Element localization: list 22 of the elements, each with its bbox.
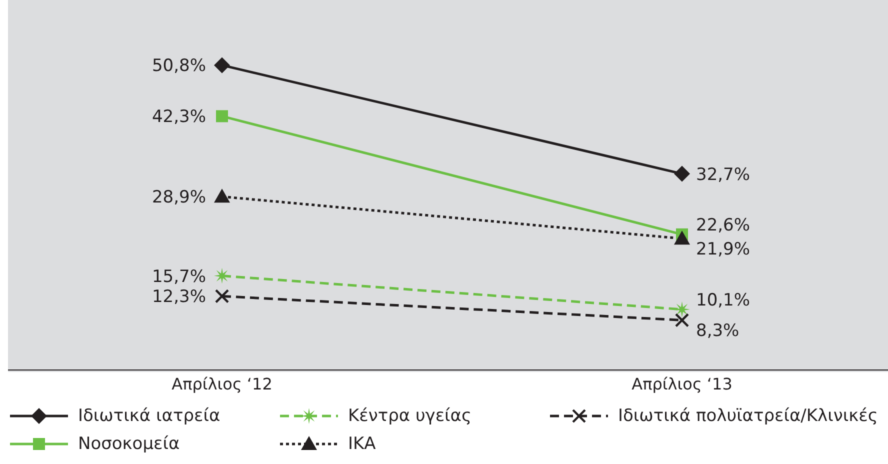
legend-label: Ιδιωτικά πολυϊατρεία/Κλινικές [618, 406, 878, 426]
x-tick-label: Απρίλιος ‘13 [632, 374, 732, 394]
data-label: 15,7% [152, 266, 206, 287]
legend-label: ΙΚΑ [348, 434, 376, 454]
x-tick-label: Απρίλιος ‘12 [172, 374, 272, 394]
data-label: 32,7% [696, 164, 750, 185]
data-label: 50,8% [152, 56, 206, 76]
point [214, 57, 230, 74]
data-label: 8,3% [696, 321, 740, 342]
point [674, 166, 690, 182]
data-label: 21,9% [696, 240, 750, 260]
data-label: 28,9% [152, 188, 206, 208]
data-label: 12,3% [152, 287, 206, 308]
data-label: 42,3% [152, 107, 206, 128]
legend-label: Κέντρα υγείας [348, 406, 472, 426]
legend-label: Ιδιωτικά ιατρεία [78, 406, 220, 426]
legend-label: Νοσοκομεία [78, 434, 180, 454]
point [216, 110, 228, 122]
data-label: 22,6% [696, 215, 750, 236]
data-label: 10,1% [696, 290, 750, 310]
point [214, 268, 230, 284]
point [674, 301, 690, 318]
